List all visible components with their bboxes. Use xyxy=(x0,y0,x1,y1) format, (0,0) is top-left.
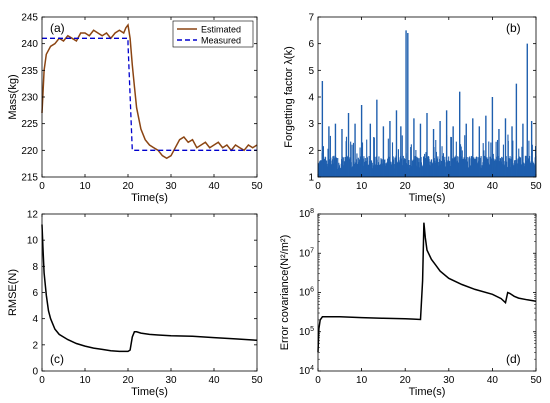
x-tick-label: 30 xyxy=(443,181,455,192)
x-tick-label: 10 xyxy=(356,181,368,192)
x-tick-label: 10 xyxy=(79,375,91,386)
y-tick-label: 12 xyxy=(27,210,39,221)
x-tick-label: 20 xyxy=(400,375,412,386)
y-tick-label: 0 xyxy=(32,367,38,378)
y-axis-label: Error covariance(N²/m²) xyxy=(279,235,291,351)
y-axis-label: Forgetting factor λ(k) xyxy=(283,46,295,147)
panel-label: (d) xyxy=(506,352,521,366)
panel-label: (b) xyxy=(506,21,521,35)
y-tick-label: 5 xyxy=(308,66,314,77)
x-axis-label: Time(s) xyxy=(131,192,168,204)
y-tick-label: 245 xyxy=(21,13,38,24)
panel-b: 0 10 20 30 40 50 1 2 3 4 5 6 7 Time(s) Forgetting fact… xyxy=(283,13,542,205)
plot-area xyxy=(318,214,536,371)
x-tick-label: 0 xyxy=(315,375,321,386)
y-tick-label: 104 xyxy=(299,365,314,377)
y-tick-label: 220 xyxy=(21,146,38,157)
x-tick-label: 30 xyxy=(165,181,177,192)
legend-box xyxy=(172,20,254,48)
y-tick-label: 107 xyxy=(299,247,314,259)
y-tick-label: 225 xyxy=(21,119,38,130)
panel-d: 0 10 20 30 40 50 104 105 106 107 108 Time(s) Error c… xyxy=(279,208,542,398)
x-tick-label: 50 xyxy=(251,181,263,192)
y-tick-label: 6 xyxy=(308,39,314,50)
y-axis-label: Mass(kg) xyxy=(7,74,19,119)
y-tick-label: 1 xyxy=(308,173,314,184)
x-tick-label: 40 xyxy=(487,181,499,192)
x-tick-label: 20 xyxy=(122,181,134,192)
x-tick-label: 50 xyxy=(530,375,542,386)
y-tick-label: 4 xyxy=(308,93,314,104)
y-tick-label: 8 xyxy=(32,262,38,273)
y-tick-label: 4 xyxy=(32,314,38,325)
y-axis-label: RMSE(N) xyxy=(7,269,19,316)
series-line-line-0 xyxy=(317,222,537,353)
series-line-estimated xyxy=(41,23,258,160)
x-axis-label: Time(s) xyxy=(131,386,168,398)
y-tick-label: 7 xyxy=(308,13,314,24)
y-tick-label: 2 xyxy=(308,146,314,157)
x-tick-label: 50 xyxy=(251,375,263,386)
y-tick-label: 240 xyxy=(21,39,38,50)
x-tick-label: 50 xyxy=(530,181,542,192)
x-tick-label: 0 xyxy=(39,181,45,192)
panel-a: 0 10 20 30 40 50 215 220 225 230 235 240 245 Time(s) M… xyxy=(7,13,263,205)
series-line-measured xyxy=(42,37,257,151)
y-tick-label: 106 xyxy=(299,287,314,299)
x-tick-label: 20 xyxy=(122,375,134,386)
y-tick-label: 215 xyxy=(21,173,38,184)
bar-series xyxy=(317,30,537,177)
x-axis-label: Time(s) xyxy=(409,192,446,204)
x-axis-label: Time(s) xyxy=(409,386,446,398)
panel-c: 0 10 20 30 40 50 0 2 4 6 8 10 12 Time(s) RMSE(N) (c) xyxy=(7,210,263,399)
y-tick-label: 10 xyxy=(27,236,39,247)
x-tick-label: 40 xyxy=(208,181,220,192)
x-tick-label: 40 xyxy=(208,375,220,386)
x-tick-label: 10 xyxy=(356,375,368,386)
legend-label-estimated: Estimated xyxy=(201,25,241,35)
x-tick-label: 30 xyxy=(165,375,177,386)
y-tick-label: 105 xyxy=(299,326,314,338)
y-tick-label: 6 xyxy=(32,288,38,299)
y-tick-label: 230 xyxy=(21,93,38,104)
panel-label: (c) xyxy=(50,352,64,366)
panel-label: (a) xyxy=(50,21,65,35)
x-tick-label: 20 xyxy=(400,181,412,192)
y-tick-label: 2 xyxy=(32,340,38,351)
y-tick-label: 3 xyxy=(308,119,314,130)
series-line-line-0 xyxy=(41,224,258,353)
x-tick-label: 0 xyxy=(39,375,45,386)
x-tick-label: 40 xyxy=(487,375,499,386)
x-tick-label: 0 xyxy=(315,181,321,192)
y-tick-label: 108 xyxy=(299,208,314,220)
y-tick-label: 235 xyxy=(21,66,38,77)
legend-label-measured: Measured xyxy=(201,36,241,46)
x-tick-label: 30 xyxy=(443,375,455,386)
plot-area xyxy=(42,214,257,371)
x-tick-label: 10 xyxy=(79,181,91,192)
